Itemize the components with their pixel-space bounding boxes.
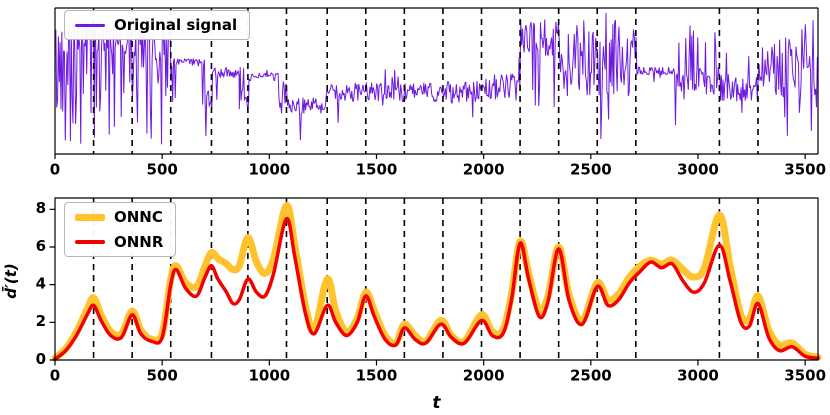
original-signal-chart: Original signal xyxy=(0,0,830,188)
onnc-line-swatch xyxy=(75,213,105,221)
original-signal-legend-label: Original signal xyxy=(114,16,238,34)
y-axis-label: d̄′(t) xyxy=(2,263,20,299)
distance-metric-chart: ONNC ONNR d̄′(t) t xyxy=(0,188,830,415)
original-signal-line-swatch xyxy=(75,23,105,27)
legend-row-onnr: ONNR xyxy=(75,233,163,251)
bottom-legend: ONNC ONNR xyxy=(64,202,177,257)
x-axis-label: t xyxy=(432,393,441,413)
legend-row-onnc: ONNC xyxy=(75,208,163,226)
onnr-legend-label: ONNR xyxy=(114,233,164,251)
onnc-legend-label: ONNC xyxy=(114,208,163,226)
legend-row-original-signal: Original signal xyxy=(75,16,237,34)
top-legend: Original signal xyxy=(64,10,251,40)
onnr-line-swatch xyxy=(75,240,105,244)
